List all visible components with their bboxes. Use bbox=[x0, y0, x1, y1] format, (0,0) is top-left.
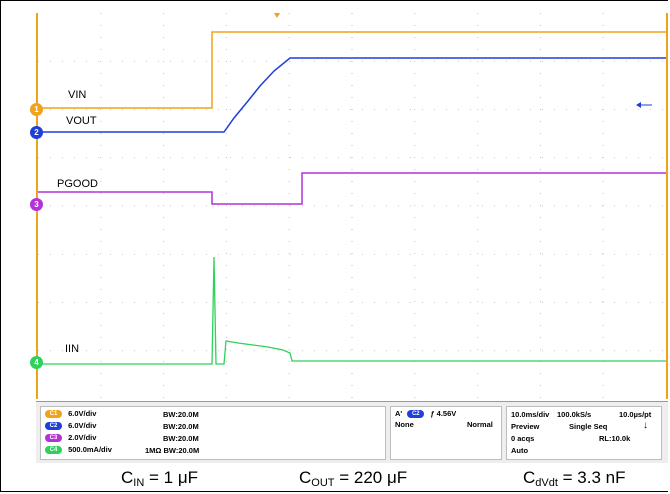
run-stop-arrow-icon: ↓ bbox=[643, 420, 648, 431]
ch1-bw: BW:20.0M bbox=[163, 410, 199, 419]
record-length: RL:10.0k bbox=[599, 434, 631, 443]
time-per-point: 10.0µs/pt bbox=[619, 410, 652, 419]
trigger-auto-label: Auto bbox=[511, 446, 529, 455]
channel-3-marker[interactable]: 3 bbox=[30, 198, 43, 211]
waveform-graticule bbox=[36, 13, 668, 399]
ch3-row: C3 2.0V/div bbox=[45, 433, 96, 445]
vout-ref-arrow-head bbox=[636, 102, 641, 108]
ch1-row: C1 6.0V/div bbox=[45, 409, 96, 421]
vout-label: VOUT bbox=[66, 115, 97, 127]
ch3-scale: 2.0V/div bbox=[68, 433, 97, 442]
ch2-scale: 6.0V/div bbox=[68, 421, 97, 430]
cout-caption: COUT = 220 μF bbox=[299, 468, 408, 489]
vin-label: VIN bbox=[68, 89, 87, 101]
iin-trace bbox=[38, 256, 666, 365]
single-seq-label: Single Seq bbox=[569, 422, 608, 431]
trigger-line: A' C2 ƒ 4.56V bbox=[395, 409, 457, 419]
timebase-panel[interactable]: 10.0ms/div 100.0kS/s 10.0µs/pt Preview S… bbox=[506, 406, 662, 460]
trigger-tag: A' bbox=[395, 409, 403, 418]
pgood-label: PGOOD bbox=[57, 178, 98, 190]
scope-status-bar: C1 6.0V/div BW:20.0M C2 6.0V/div BW:20.0… bbox=[36, 401, 668, 463]
channel-2-marker[interactable]: 2 bbox=[30, 126, 43, 139]
ch4-bw: 1MΩ BW:20.0M bbox=[145, 446, 200, 455]
acquisition-count: 0 acqs bbox=[511, 434, 535, 443]
trigger-coupling: None bbox=[395, 420, 414, 429]
ch1-chip: C1 bbox=[45, 410, 62, 419]
trigger-mode: Normal bbox=[467, 420, 493, 429]
preview-label: Preview bbox=[511, 422, 540, 431]
ch4-row: C4 500.0mA/div bbox=[45, 445, 112, 457]
ch1-scale: 6.0V/div bbox=[68, 409, 97, 418]
ch4-chip: C4 bbox=[45, 446, 62, 455]
pgood-trace bbox=[38, 172, 666, 205]
vin-trace bbox=[38, 31, 666, 109]
trigger-level: 4.56V bbox=[436, 409, 457, 418]
ch2-chip: C2 bbox=[45, 422, 62, 431]
waveform-canvas bbox=[38, 13, 666, 399]
trigger-slope-icon: ƒ bbox=[430, 409, 435, 418]
channel-settings-panel[interactable]: C1 6.0V/div BW:20.0M C2 6.0V/div BW:20.0… bbox=[40, 406, 386, 460]
cin-caption: CIN = 1 μF bbox=[121, 468, 199, 489]
cdvdt-caption: CdVdt = 3.3 nF bbox=[523, 468, 626, 489]
ch3-bw: BW:20.0M bbox=[163, 434, 199, 443]
time-per-div: 10.0ms/div bbox=[511, 410, 550, 419]
trigger-panel[interactable]: A' C2 ƒ 4.56V None Normal bbox=[390, 406, 502, 460]
ch2-row: C2 6.0V/div bbox=[45, 421, 96, 433]
figure-caption: CIN = 1 μF COUT = 220 μF CdVdt = 3.3 nF bbox=[1, 464, 668, 491]
vout-trace bbox=[38, 57, 666, 133]
ch4-scale: 500.0mA/div bbox=[68, 445, 112, 454]
graticule-lines bbox=[38, 13, 666, 399]
ch3-chip: C3 bbox=[45, 434, 62, 443]
channel-1-marker[interactable]: 1 bbox=[30, 103, 43, 116]
sample-rate: 100.0kS/s bbox=[557, 410, 592, 419]
trigger-position-marker bbox=[274, 13, 280, 18]
ch2-bw: BW:20.0M bbox=[163, 422, 199, 431]
channel-4-marker[interactable]: 4 bbox=[30, 356, 43, 369]
iin-label: IIN bbox=[65, 343, 80, 355]
trigger-chip: C2 bbox=[407, 410, 425, 419]
oscilloscope-screen: 1 2 3 4 VIN VOUT PGOOD IIN C1 6.0V/div B… bbox=[1, 1, 668, 464]
